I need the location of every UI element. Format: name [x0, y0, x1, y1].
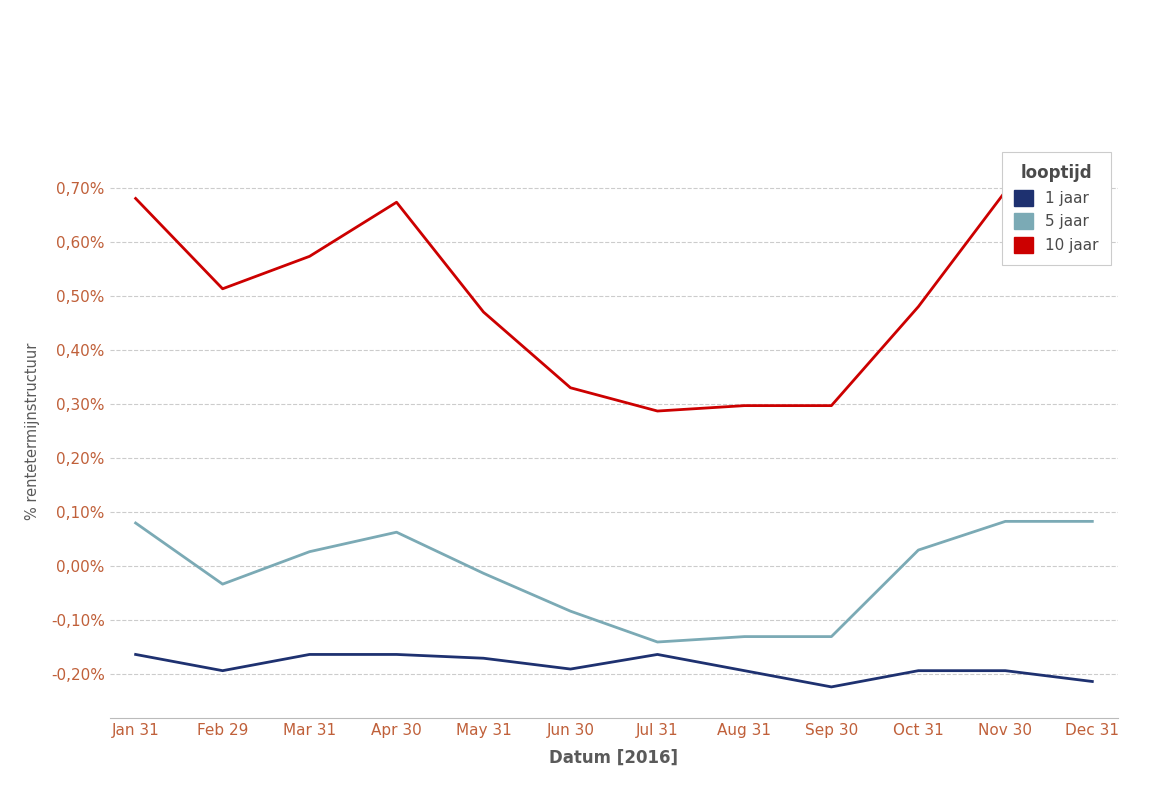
- 1 jaar: [1085, 676, 1099, 686]
- 1 jaar: [302, 650, 316, 659]
- 10 jaar: [824, 401, 838, 410]
- 1 jaar: [912, 666, 926, 676]
- 10 jaar: [302, 251, 316, 261]
- 1 jaar: [650, 650, 664, 659]
- 5 jaar: [912, 545, 926, 555]
- 5 jaar: [650, 637, 664, 647]
- 1 jaar: [824, 682, 838, 692]
- 10 jaar: [1085, 197, 1099, 207]
- Text: januari 2016 - december 2016 [%]: januari 2016 - december 2016 [%]: [14, 91, 332, 109]
- 10 jaar: [216, 284, 229, 294]
- 1 jaar: [998, 666, 1012, 676]
- 5 jaar: [390, 527, 404, 537]
- 5 jaar: [1085, 517, 1099, 526]
- X-axis label: Datum [2016]: Datum [2016]: [550, 749, 678, 766]
- 10 jaar: [564, 383, 578, 393]
- 10 jaar: [476, 307, 490, 317]
- 1 jaar: [129, 650, 143, 659]
- 5 jaar: [216, 579, 229, 589]
- 1 jaar: [738, 666, 752, 676]
- 5 jaar: [476, 569, 490, 578]
- Text: bronnen: Exelerating, DNB: bronnen: Exelerating, DNB: [981, 102, 1139, 115]
- 5 jaar: [738, 632, 752, 642]
- 1 jaar: [476, 654, 490, 663]
- 10 jaar: [998, 187, 1012, 196]
- 1 jaar: [390, 650, 404, 659]
- 5 jaar: [998, 517, 1012, 526]
- 10 jaar: [650, 406, 664, 416]
- 1 jaar: [564, 664, 578, 674]
- 5 jaar: [129, 518, 143, 528]
- 1 jaar: [216, 666, 229, 676]
- Line: 10 jaar: 10 jaar: [136, 191, 1092, 411]
- 10 jaar: [129, 194, 143, 204]
- Y-axis label: % rentetermijnstructuur: % rentetermijnstructuur: [24, 342, 39, 520]
- Text: Nederlandse Pensioenfondsen: rentetermijnstructuur naar looptijd: Nederlandse Pensioenfondsen: rentetermij…: [14, 41, 805, 62]
- Line: 5 jaar: 5 jaar: [136, 521, 1092, 642]
- Legend: 1 jaar, 5 jaar, 10 jaar: 1 jaar, 5 jaar, 10 jaar: [1002, 152, 1110, 265]
- 5 jaar: [824, 632, 838, 642]
- 5 jaar: [564, 607, 578, 616]
- 10 jaar: [912, 302, 926, 311]
- 10 jaar: [738, 401, 752, 410]
- 5 jaar: [302, 547, 316, 556]
- Line: 1 jaar: 1 jaar: [136, 654, 1092, 687]
- 10 jaar: [390, 197, 404, 207]
